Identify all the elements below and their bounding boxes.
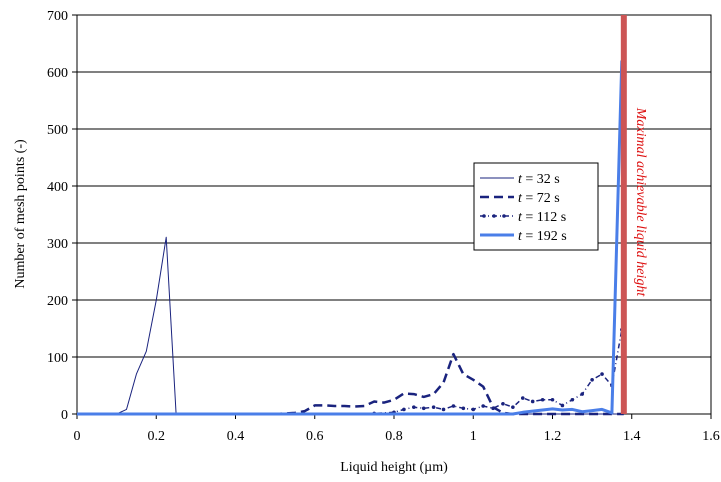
series-point xyxy=(540,397,545,402)
legend-marker xyxy=(492,214,496,218)
plot-area-frame xyxy=(76,14,712,415)
y-axis-ticks: 0 100 200 300 400 500 600 700 xyxy=(47,9,77,423)
series-point xyxy=(451,404,456,408)
x-axis-ticks: 0 0.2 0.4 0.6 0.8 1 1.2 1.4 1.6 xyxy=(74,414,720,444)
legend-label: t = 192 s xyxy=(518,229,567,244)
legend-marker xyxy=(482,214,486,218)
series-point xyxy=(431,405,436,409)
series-point xyxy=(580,392,585,396)
series-point xyxy=(471,407,476,412)
series-line xyxy=(77,329,623,415)
y-tick-label: 600 xyxy=(47,66,68,81)
series-4 xyxy=(77,60,624,416)
x-tick-label: 1 xyxy=(470,429,477,444)
series-point xyxy=(501,401,505,406)
x-tick-label: 0.2 xyxy=(148,429,166,444)
series-point xyxy=(491,406,495,411)
series-3 xyxy=(77,327,624,416)
x-tick-label: 0.8 xyxy=(385,429,403,444)
legend-marker xyxy=(502,214,506,218)
series-point xyxy=(530,399,535,404)
x-tick-label: 0 xyxy=(74,429,81,444)
series-point xyxy=(520,396,525,400)
series-point xyxy=(570,397,575,402)
legend-label: t = 72 s xyxy=(518,191,560,206)
legend-label: t = 32 s xyxy=(518,172,560,187)
series-line xyxy=(77,236,624,415)
reference-line-group: Maximal achievable liquid height xyxy=(620,15,648,414)
series-point xyxy=(461,406,466,411)
y-tick-label: 0 xyxy=(61,408,68,423)
x-tick-label: 1.4 xyxy=(623,429,641,444)
series-point xyxy=(441,407,446,412)
legend-item-4: t = 192 s xyxy=(480,229,567,244)
y-tick-label: 300 xyxy=(47,237,68,252)
series-point xyxy=(402,407,406,412)
legend-label: t = 112 s xyxy=(518,210,566,225)
series-line xyxy=(77,352,624,416)
legend-item-1: t = 32 s xyxy=(480,172,560,187)
series-point xyxy=(550,397,555,402)
legend: t = 32 s t = 72 s t = 112 s t = 192 s xyxy=(473,162,599,251)
series-line xyxy=(77,60,624,416)
series-point xyxy=(590,378,594,382)
x-tick-label: 0.6 xyxy=(306,429,324,444)
y-axis-title: Number of mesh points (-) xyxy=(13,139,28,289)
y-tick-label: 700 xyxy=(47,9,68,24)
legend-item-2: t = 72 s xyxy=(480,191,560,206)
x-tick-label: 1.2 xyxy=(544,429,562,444)
series-point xyxy=(511,405,515,409)
reference-line-label: Maximal achievable liquid height xyxy=(633,107,648,298)
series-point xyxy=(421,406,426,411)
series-point xyxy=(481,404,485,408)
grid xyxy=(77,71,711,358)
y-tick-label: 100 xyxy=(47,351,68,366)
x-axis-title: Liquid height (µm) xyxy=(340,460,448,475)
series-point xyxy=(560,403,565,408)
series-point xyxy=(600,372,604,376)
y-tick-label: 200 xyxy=(47,294,68,309)
x-tick-label: 1.6 xyxy=(702,429,720,444)
y-tick-label: 400 xyxy=(47,180,68,195)
x-tick-label: 0.4 xyxy=(227,429,245,444)
legend-item-3: t = 112 s xyxy=(480,210,566,225)
series-2 xyxy=(77,352,624,416)
series-1 xyxy=(77,236,624,415)
y-tick-label: 500 xyxy=(47,123,68,138)
series-point xyxy=(412,405,416,409)
series-layer xyxy=(77,60,624,416)
